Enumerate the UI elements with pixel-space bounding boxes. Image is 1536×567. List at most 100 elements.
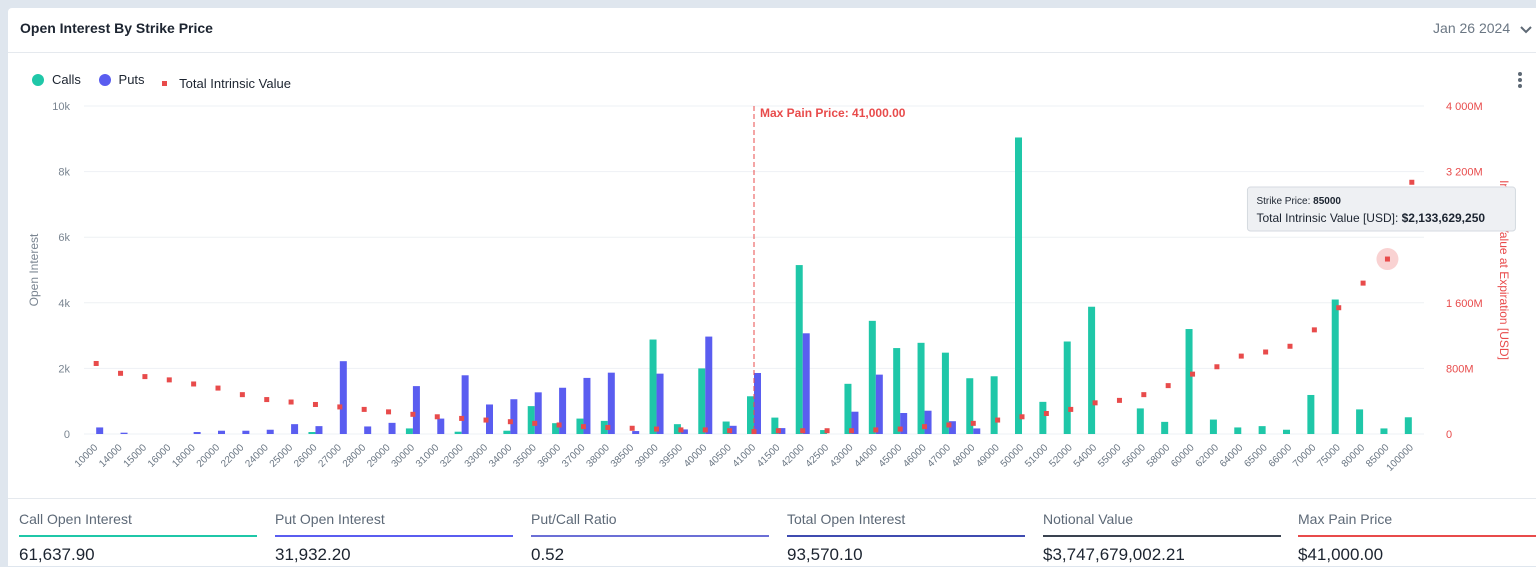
x-axis-tick: 100000 bbox=[1385, 442, 1417, 474]
intrinsic-point bbox=[1336, 305, 1342, 311]
legend-item-calls[interactable]: Calls bbox=[32, 72, 81, 87]
intrinsic-point bbox=[507, 419, 513, 425]
puts-bar bbox=[778, 428, 786, 434]
chart-menu-icon[interactable] bbox=[1518, 70, 1522, 90]
legend-marker-calls bbox=[32, 73, 44, 86]
puts-bar bbox=[924, 410, 932, 434]
calls-bar bbox=[1307, 394, 1315, 434]
intrinsic-point bbox=[702, 427, 708, 433]
x-axis-tick: 36000 bbox=[536, 442, 564, 470]
intrinsic-point bbox=[434, 414, 440, 420]
metric-label: Call Open Interest bbox=[19, 511, 132, 527]
x-axis-tick: 35000 bbox=[511, 442, 539, 470]
legend-item-intrinsic[interactable]: Total Intrinsic Value bbox=[162, 76, 291, 91]
puts-bar bbox=[242, 430, 250, 434]
intrinsic-point bbox=[1190, 371, 1196, 377]
puts-bar bbox=[364, 426, 372, 434]
intrinsic-point bbox=[1263, 349, 1269, 355]
legend-marker-puts bbox=[98, 73, 111, 86]
intrinsic-point bbox=[239, 392, 245, 398]
calls-bar bbox=[405, 428, 413, 434]
calls-bar bbox=[941, 352, 949, 434]
puts-bar bbox=[680, 429, 688, 434]
max-pain-label: Max Pain Price: 41,000.00 bbox=[760, 106, 906, 120]
x-axis-tick: 42500 bbox=[804, 442, 832, 470]
x-axis-tick: 39500 bbox=[658, 442, 686, 470]
intrinsic-point bbox=[1311, 327, 1317, 333]
puts-bar bbox=[510, 399, 518, 434]
puts-bar bbox=[534, 392, 542, 434]
x-axis-tick: 24000 bbox=[243, 442, 271, 470]
calls-bar bbox=[1185, 329, 1193, 434]
intrinsic-point bbox=[629, 425, 635, 431]
intrinsic-point bbox=[1043, 411, 1049, 416]
x-axis-tick: 40000 bbox=[682, 442, 710, 470]
puts-bar bbox=[729, 425, 737, 434]
right-axis-tick: 4 000M bbox=[1446, 101, 1483, 113]
metric-total-open-interest: Total Open Interest 93,570.10 bbox=[787, 511, 1025, 565]
metric-label: Total Open Interest bbox=[787, 511, 906, 527]
x-axis-tick: 56000 bbox=[1120, 442, 1148, 470]
puts-bar bbox=[875, 374, 883, 434]
puts-bar bbox=[315, 426, 323, 434]
x-axis-tick: 42000 bbox=[779, 442, 807, 470]
calls-bar bbox=[1015, 137, 1022, 434]
intrinsic-point bbox=[142, 374, 148, 380]
intrinsic-point bbox=[1116, 397, 1122, 403]
x-axis-tick: 39000 bbox=[633, 442, 661, 470]
metric-underline bbox=[1043, 535, 1281, 537]
calls-bar bbox=[1161, 421, 1169, 434]
intrinsic-point bbox=[800, 428, 806, 434]
metric-value: 0.52 bbox=[531, 545, 565, 564]
right-axis-tick: 800M bbox=[1446, 363, 1474, 375]
intrinsic-point bbox=[166, 377, 172, 383]
calls-bar bbox=[990, 376, 998, 434]
x-axis-tick: 50000 bbox=[999, 442, 1027, 470]
calls-bar bbox=[722, 421, 730, 434]
x-axis-tick: 20000 bbox=[195, 442, 223, 470]
intrinsic-point bbox=[288, 399, 294, 405]
intrinsic-point bbox=[1287, 343, 1293, 349]
x-axis-tick: 80000 bbox=[1340, 442, 1368, 470]
puts-bar bbox=[96, 427, 104, 434]
puts-bar bbox=[120, 432, 128, 434]
intrinsic-point bbox=[556, 422, 562, 428]
metric-call-open-interest: Call Open Interest 61,637.90 bbox=[19, 511, 257, 565]
metric-value: 93,570.10 bbox=[787, 545, 863, 564]
intrinsic-point bbox=[897, 426, 903, 432]
x-axis-tick: 48000 bbox=[950, 442, 978, 470]
x-axis-tick: 30000 bbox=[390, 442, 418, 470]
x-axis-tick: 16000 bbox=[146, 442, 174, 470]
intrinsic-point bbox=[215, 385, 221, 391]
chart-legend: Calls Puts Total Intrinsic Value bbox=[32, 72, 305, 91]
metric-label: Put/Call Ratio bbox=[531, 511, 617, 527]
calls-bar bbox=[868, 320, 876, 434]
intrinsic-point bbox=[191, 381, 197, 387]
right-axis-tick: 0 bbox=[1446, 429, 1452, 441]
calls-bar bbox=[1088, 306, 1096, 434]
calls-bar bbox=[454, 431, 462, 434]
x-axis-tick: 47000 bbox=[926, 442, 954, 470]
left-axis-tick: 4k bbox=[58, 298, 70, 310]
calls-bar bbox=[1356, 409, 1364, 434]
x-axis-tick: 15000 bbox=[122, 442, 150, 470]
x-axis-tick: 34000 bbox=[487, 442, 515, 470]
legend-item-puts[interactable]: Puts bbox=[98, 72, 145, 87]
x-axis-tick: 28000 bbox=[341, 442, 369, 470]
intrinsic-point bbox=[1360, 280, 1366, 286]
intrinsic-point bbox=[1019, 414, 1025, 420]
expiry-date-select[interactable]: Jan 26 2024 bbox=[1433, 20, 1532, 37]
calls-bar bbox=[527, 406, 535, 434]
chevron-down-icon bbox=[1520, 21, 1532, 37]
intrinsic-point bbox=[312, 401, 318, 407]
intrinsic-point bbox=[483, 417, 489, 423]
x-axis-tick: 64000 bbox=[1218, 442, 1246, 470]
left-axis-tick: 8k bbox=[58, 167, 70, 179]
intrinsic-point bbox=[1238, 353, 1244, 359]
left-axis-title: Open Interest bbox=[27, 233, 41, 306]
card-header: Open Interest By Strike Price Jan 26 202… bbox=[8, 8, 1536, 53]
puts-bar bbox=[705, 336, 713, 434]
metric-label: Max Pain Price bbox=[1298, 511, 1393, 527]
intrinsic-point bbox=[727, 428, 733, 434]
x-axis-tick: 62000 bbox=[1194, 442, 1222, 470]
